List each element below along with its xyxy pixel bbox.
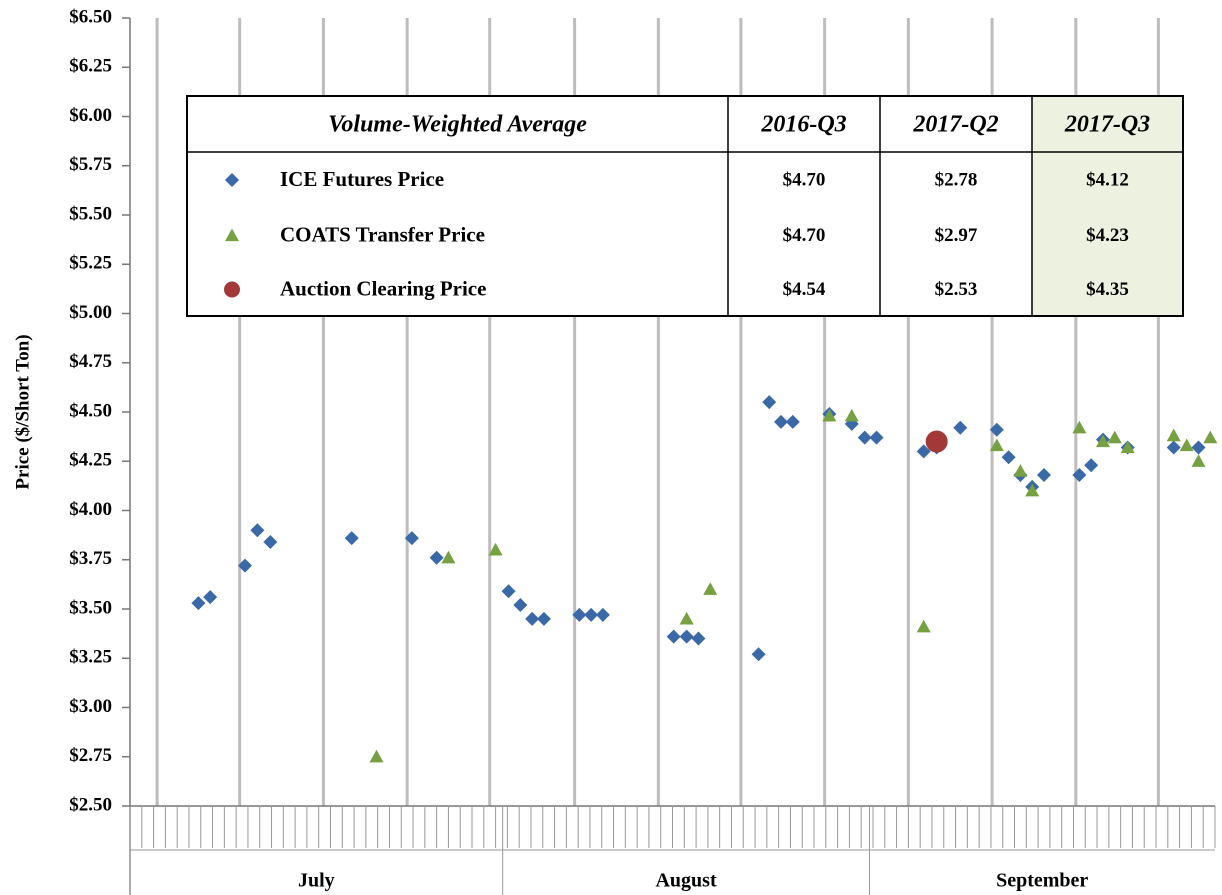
- point: [536, 611, 551, 626]
- point: [1036, 468, 1051, 483]
- point: [869, 430, 884, 445]
- table-border: [186, 95, 1184, 317]
- y-tick-label: $4.75: [69, 351, 112, 372]
- y-axis-label: Price ($/Short Ton): [12, 334, 33, 489]
- table-cell: $4.70: [783, 225, 826, 246]
- point: [1120, 440, 1135, 454]
- point: [1001, 450, 1016, 465]
- point: [344, 531, 359, 546]
- table-cell: $2.78: [935, 169, 978, 190]
- y-tick-label: $2.75: [69, 745, 112, 766]
- point: [513, 598, 528, 613]
- legend-marker: [225, 173, 239, 187]
- point: [953, 420, 968, 435]
- table-highlight: [1032, 96, 1183, 316]
- point: [237, 558, 252, 573]
- point: [595, 607, 610, 622]
- point: [1203, 430, 1218, 444]
- point: [1107, 430, 1122, 444]
- point: [191, 596, 206, 611]
- y-tick-label: $6.25: [69, 56, 112, 77]
- point: [1072, 420, 1087, 434]
- table-header: 2017-Q2: [912, 112, 998, 138]
- table-cell: $2.97: [935, 225, 978, 246]
- point: [925, 430, 948, 453]
- point: [429, 550, 444, 565]
- table-background: [187, 96, 1183, 316]
- point: [679, 611, 694, 625]
- point: [1084, 458, 1099, 473]
- legend-marker: [224, 281, 240, 298]
- point: [572, 607, 587, 622]
- point: [666, 629, 681, 644]
- table-header: 2017-Q3: [1064, 112, 1150, 138]
- y-tick-label: $6.50: [69, 6, 112, 27]
- point: [822, 408, 837, 422]
- y-tick-label: $3.50: [69, 597, 112, 618]
- point: [203, 590, 218, 605]
- y-tick-label: $2.50: [69, 794, 112, 815]
- point: [1025, 483, 1040, 497]
- point: [762, 395, 777, 410]
- point: [1166, 440, 1181, 455]
- point: [679, 629, 694, 644]
- point: [1179, 438, 1194, 452]
- point: [584, 607, 599, 622]
- point: [691, 631, 706, 646]
- point: [989, 422, 1004, 437]
- point: [916, 619, 931, 633]
- table-cell: $4.23: [1086, 225, 1129, 246]
- legend-label: COATS Transfer Price: [280, 222, 485, 246]
- point: [525, 611, 540, 626]
- y-tick-label: $3.00: [69, 696, 112, 717]
- point: [1166, 428, 1181, 442]
- point: [1191, 454, 1206, 467]
- point: [1095, 434, 1110, 448]
- point: [751, 647, 766, 662]
- y-tick-label: $5.25: [69, 253, 112, 274]
- y-tick-label: $5.50: [69, 203, 112, 224]
- point: [989, 438, 1004, 452]
- table-cell: $4.35: [1086, 279, 1129, 300]
- x-group-label: September: [996, 870, 1088, 892]
- table-cell: $4.70: [783, 169, 826, 190]
- y-tick-label: $5.75: [69, 154, 112, 175]
- point: [857, 430, 872, 445]
- point: [263, 535, 278, 550]
- table-header: 2016-Q3: [760, 112, 846, 138]
- table-cell: $2.53: [935, 279, 978, 300]
- point: [1191, 440, 1206, 455]
- point: [916, 444, 931, 459]
- y-tick-label: $3.75: [69, 548, 112, 569]
- point: [441, 550, 456, 564]
- y-tick-label: $5.00: [69, 302, 112, 323]
- legend-label: Auction Clearing Price: [280, 276, 486, 300]
- y-tick-label: $4.00: [69, 499, 112, 520]
- y-tick-label: $4.25: [69, 450, 112, 471]
- point: [1072, 468, 1087, 483]
- point: [369, 749, 384, 763]
- legend-label: ICE Futures Price: [280, 167, 444, 191]
- point: [785, 414, 800, 429]
- y-tick-label: $3.25: [69, 647, 112, 668]
- point: [488, 542, 503, 556]
- point: [404, 531, 419, 546]
- legend-marker: [225, 228, 239, 242]
- point: [250, 523, 265, 538]
- y-tick-label: $6.00: [69, 105, 112, 126]
- point: [844, 408, 859, 422]
- y-tick-label: $4.50: [69, 400, 112, 421]
- table-cell: $4.12: [1086, 169, 1129, 190]
- point: [1013, 464, 1028, 477]
- x-group-label: July: [298, 870, 335, 892]
- x-group-label: August: [655, 870, 716, 892]
- point: [501, 584, 516, 599]
- table-header: Volume-Weighted Average: [328, 112, 587, 138]
- point: [703, 582, 718, 595]
- point: [774, 414, 788, 429]
- table-cell: $4.54: [783, 279, 826, 300]
